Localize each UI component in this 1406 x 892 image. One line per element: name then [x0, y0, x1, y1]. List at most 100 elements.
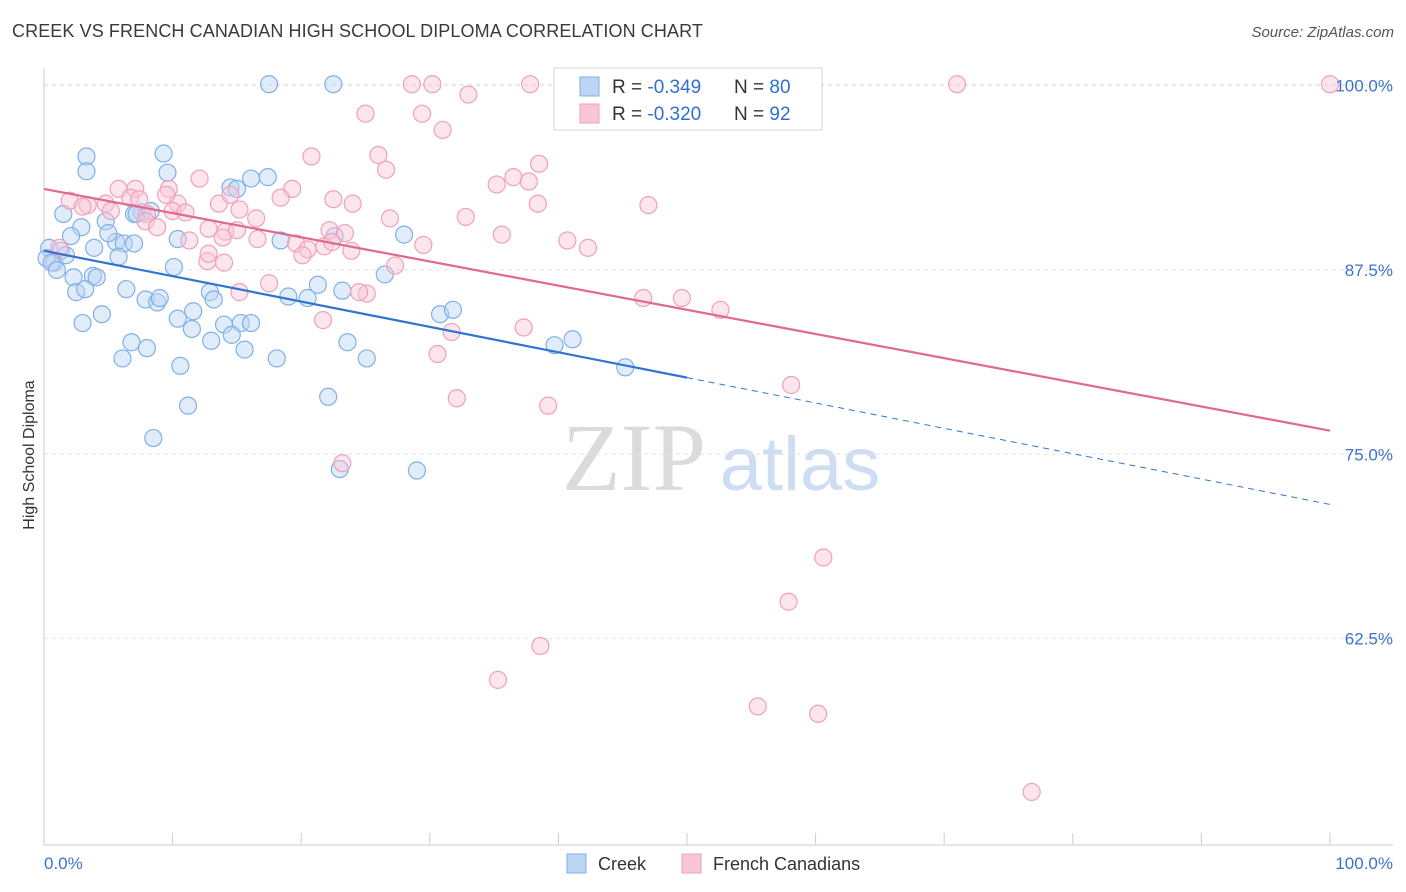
french-canadians-point	[176, 203, 195, 222]
creek-point	[279, 287, 298, 306]
french-canadians-point	[459, 85, 478, 104]
french-canadians-point	[190, 169, 209, 188]
french-canadians-trend-line	[43, 187, 1331, 432]
french-canadians-point	[428, 344, 447, 364]
creek-point	[357, 349, 376, 368]
stats-n-label-creek: N =	[734, 77, 769, 98]
french-canadians-point	[492, 225, 511, 244]
french-canadians-point	[412, 104, 432, 123]
french-canadians-point	[333, 454, 352, 473]
creek-point	[259, 75, 279, 94]
creek-point	[545, 336, 564, 355]
french-canadians-point	[528, 194, 547, 213]
french-canadians-point	[578, 238, 598, 257]
creek-point	[204, 290, 223, 309]
creek-points	[37, 75, 635, 480]
french-canadians-point	[433, 120, 452, 140]
creek-point	[182, 319, 201, 339]
creek-point	[85, 238, 104, 257]
series-legend: Creek French Canadians	[566, 853, 860, 874]
french-canadians-point	[247, 209, 266, 228]
svg-text:N = 92: N = 92	[734, 104, 791, 125]
french-canadians-point	[1022, 782, 1041, 802]
french-canadians-point	[414, 235, 433, 255]
legend-swatch-creek[interactable]	[566, 853, 587, 874]
svg-text:R = -0.320: R = -0.320	[612, 104, 701, 125]
watermark-atlas: atlas	[720, 422, 881, 507]
french-canadians-point	[320, 221, 339, 240]
french-canadians-point	[531, 636, 550, 656]
french-canadians-point	[356, 104, 375, 123]
y-tick-label: 62.5%	[1345, 630, 1393, 649]
french-canadians-point	[487, 175, 506, 194]
creek-point	[124, 234, 144, 253]
creek-point	[319, 387, 338, 406]
creek-point	[144, 428, 163, 448]
french-canadians-point	[357, 284, 376, 303]
french-canadians-point	[558, 231, 577, 250]
stats-r-value-creek: -0.349	[647, 77, 701, 98]
french-canadians-point	[376, 160, 396, 179]
creek-point	[271, 231, 290, 250]
french-canadians-point	[101, 201, 120, 221]
creek-point	[117, 280, 136, 299]
french-canadians-point	[447, 389, 466, 408]
french-canadians-point	[199, 244, 218, 263]
french-canadians-point	[180, 231, 199, 250]
creek-point	[137, 339, 156, 358]
creek-point	[150, 288, 169, 308]
french-canadians-point	[385, 256, 405, 275]
french-canadians-point	[456, 207, 475, 227]
french-canadians-point	[293, 246, 312, 265]
french-canadians-point	[286, 234, 306, 253]
creek-point	[407, 461, 427, 480]
stats-r-value-french: -0.320	[647, 104, 701, 125]
french-canadians-point	[230, 283, 249, 302]
stats-swatch-creek	[579, 76, 600, 97]
french-canadians-point	[814, 548, 833, 567]
chart-title: CREEK VS FRENCH CANADIAN HIGH SCHOOL DIP…	[12, 21, 703, 41]
gridlines	[44, 83, 1393, 640]
french-canadians-point	[221, 185, 240, 204]
french-canadians-point	[369, 145, 388, 165]
creek-point	[168, 309, 187, 328]
french-canadians-point	[947, 75, 967, 94]
stats-n-label-french: N =	[734, 104, 769, 125]
stats-n-value-creek: 80	[769, 77, 790, 98]
legend-label-french[interactable]: French Canadians	[713, 854, 860, 874]
watermark-zip: ZIP	[562, 404, 706, 511]
french-canadians-point	[349, 283, 369, 302]
french-canadians-point	[121, 188, 140, 207]
french-canadians-point	[73, 197, 92, 216]
creek-point	[241, 169, 261, 188]
creek-point	[443, 300, 463, 319]
creek-point	[221, 178, 240, 197]
y-tick-label: 100.0%	[1335, 77, 1393, 96]
french-canadians-point	[126, 179, 145, 198]
french-canadians-point	[639, 196, 658, 215]
x-tick-label-min: 0.0%	[44, 854, 83, 873]
creek-point	[76, 280, 95, 299]
french-canadians-point	[213, 228, 232, 247]
creek-point	[96, 212, 115, 231]
creek-point	[308, 275, 328, 294]
y-tick-labels: 62.5% 75.0% 87.5% 100.0%	[1335, 77, 1393, 649]
creek-point	[47, 260, 66, 280]
french-canadians-point	[157, 185, 176, 204]
legend-swatch-french[interactable]	[681, 853, 702, 874]
legend-label-creek[interactable]: Creek	[598, 854, 647, 874]
french-canadians-point	[504, 168, 523, 187]
creek-point	[136, 290, 155, 309]
french-canadians-point	[302, 147, 321, 166]
french-canadians-point	[514, 318, 533, 337]
french-canadians-point	[380, 209, 400, 228]
source-credit: Source: ZipAtlas.com	[1251, 24, 1394, 41]
french-canadians-point	[530, 154, 549, 173]
creek-point	[164, 257, 183, 277]
creek-point	[77, 162, 96, 181]
french-canadians-point	[779, 592, 798, 611]
french-canadians-point	[343, 194, 362, 213]
french-canadians-point	[148, 218, 167, 237]
french-canadians-point	[136, 212, 155, 231]
